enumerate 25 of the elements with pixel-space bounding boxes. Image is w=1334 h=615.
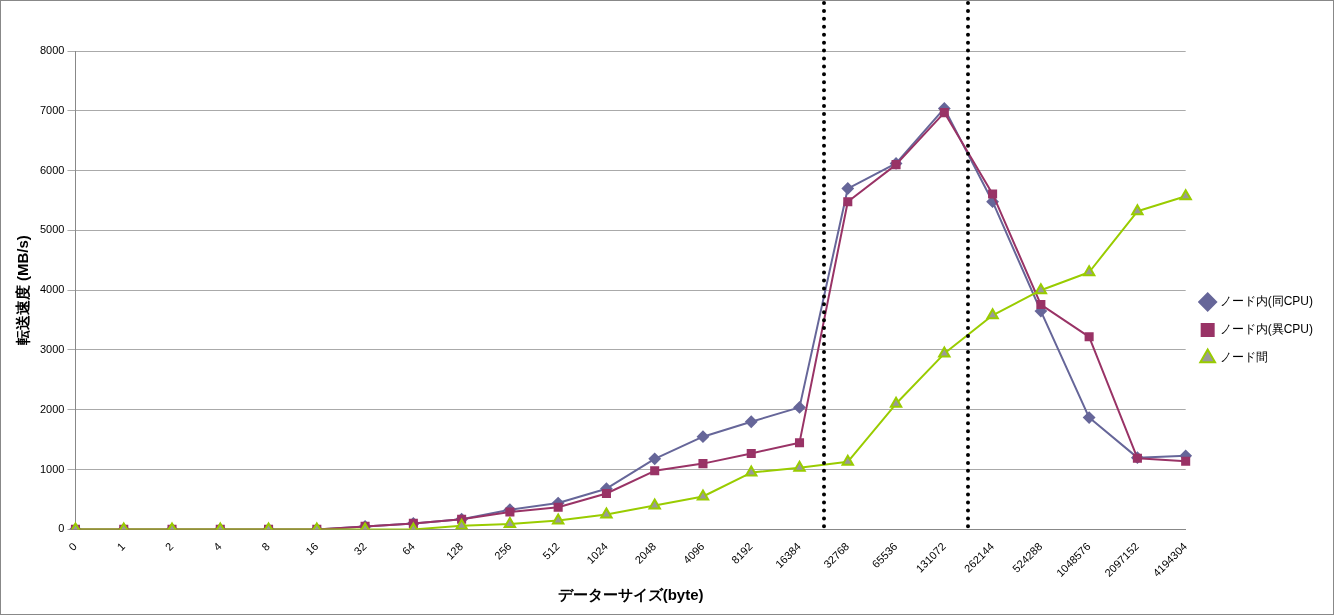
y-tick-label: 3000 — [39, 343, 65, 356]
x-tick-label: 0 — [66, 540, 80, 553]
x-tick-label: 64 — [399, 540, 417, 558]
x-tick-label: 512 — [540, 540, 562, 562]
y-tick-label: 1000 — [39, 462, 65, 475]
legend-label: ノード間 — [1219, 350, 1268, 365]
y-tick-label: 5000 — [39, 223, 65, 236]
y-tick-label: 4000 — [39, 283, 65, 296]
y-tick-label: 6000 — [39, 163, 65, 176]
x-tick-label: 4 — [211, 540, 224, 553]
x-tick-label: 8 — [259, 540, 273, 553]
y-tick-label: 8000 — [39, 44, 65, 57]
x-tick-label: 32 — [351, 540, 369, 558]
y-axis-title: 転送速度 (MB/s) — [14, 235, 32, 346]
x-tick-label: 2 — [162, 540, 176, 553]
legend-label: ノード内(同CPU) — [1219, 294, 1313, 309]
y-tick-label: 2000 — [39, 402, 65, 415]
x-tick-label: 1 — [114, 540, 128, 553]
y-tick-label: 0 — [58, 522, 65, 535]
y-tick-label: 7000 — [39, 103, 65, 116]
x-tick-label: 128 — [443, 540, 466, 562]
legend-label: ノード内(異CPU) — [1219, 322, 1313, 337]
x-tick-label: 256 — [491, 540, 514, 562]
x-axis-title: データーサイズ(byte) — [557, 586, 704, 604]
x-tick-label: 16 — [303, 540, 321, 558]
